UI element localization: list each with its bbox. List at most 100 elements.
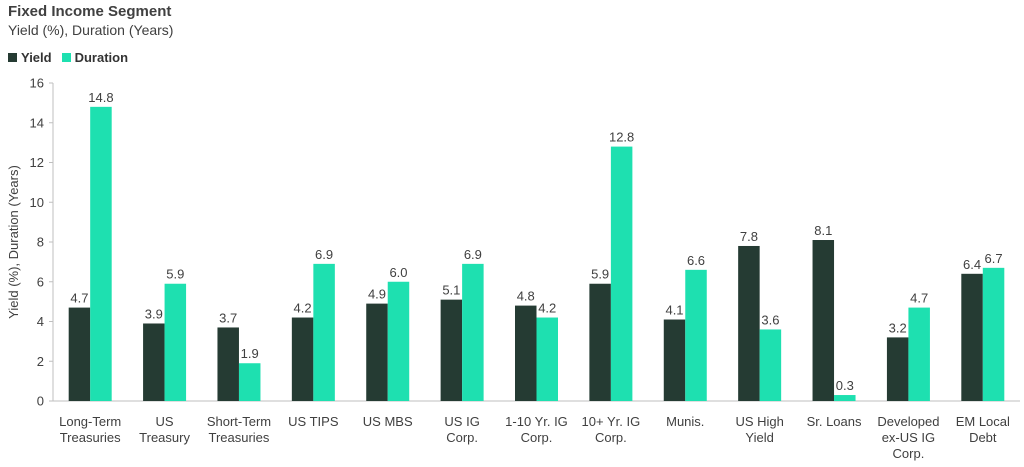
bar-duration [387,281,410,401]
x-tick-label: Long-Term Treasuries [59,414,121,445]
data-label-yield: 4.2 [294,301,312,316]
data-label-yield: 4.7 [70,291,88,306]
bar-yield [291,317,314,401]
x-tick-label: EM Local Debt [956,414,1010,445]
x-tick-label-line: Corp. [446,430,478,445]
data-label-yield: 6.4 [963,257,981,272]
data-label-yield: 3.7 [219,310,237,325]
data-label-duration: 0.3 [836,378,854,393]
y-tick-label: 8 [37,235,44,250]
bar-duration [685,269,707,401]
data-label-yield: 3.9 [145,306,163,321]
data-label-yield: 4.8 [517,289,535,304]
data-label-yield: 5.9 [591,267,609,282]
x-tick-label-line: Corp. [521,430,553,445]
chart-title: Fixed Income Segment [8,3,172,20]
data-label-yield: 3.2 [889,320,907,335]
x-tick-label: US Treasury [139,414,190,445]
data-label-yield: 4.9 [368,287,386,302]
data-label-duration: 14.8 [88,90,113,105]
x-tick-label: US TIPS [288,414,339,429]
x-tick-label: 10+ Yr. IG Corp. [582,414,641,445]
x-tick-label-line: US [156,414,174,429]
bar-yield [68,307,91,401]
data-label-yield: 8.1 [814,223,832,238]
data-label-duration: 6.6 [687,253,705,268]
data-label-duration: 6.0 [389,265,407,280]
legend: Yield Duration [8,50,138,65]
data-label-duration: 12.8 [609,130,634,145]
y-tick-label: 10 [30,195,44,210]
y-tick-label: 0 [37,394,44,409]
legend-label-duration: Duration [74,50,129,65]
bar-duration [238,363,261,401]
legend-label-yield: Yield [21,50,52,65]
x-tick-label: Sr. Loans [807,414,862,429]
x-tick-label: 1-10 Yr. IG Corp. [505,414,568,445]
y-axis-title: Yield (%), Duration (Years) [6,165,21,319]
legend-item-yield: Yield [8,50,52,65]
x-tick-label-line: Treasuries [208,430,269,445]
x-tick-label-line: EM Local [956,414,1010,429]
x-tick-label-line: US IG [444,414,479,429]
x-tick-label: US High Yield [735,414,783,445]
x-tick-label-line: 1-10 Yr. IG [505,414,568,429]
bar-duration [908,307,930,401]
x-tick-label-line: US TIPS [288,414,339,429]
bar-duration [536,317,558,401]
y-tick-label: 16 [30,76,44,91]
x-tick-label-line: US MBS [363,414,413,429]
x-tick-label-line: Debt [969,430,997,445]
data-label-duration: 6.9 [315,247,333,262]
legend-item-duration: Duration [61,50,129,65]
bar-duration [759,329,782,401]
data-label-duration: 4.2 [538,301,556,316]
bar-duration [834,395,856,401]
legend-swatch-duration [61,53,71,62]
x-tick-label-line: Short-Term [207,414,271,429]
data-label-duration: 1.9 [241,346,259,361]
legend-swatch-yield [8,53,17,62]
x-tick-label: US IG Corp. [444,414,479,445]
bar-yield [589,283,611,401]
chart-subtitle: Yield (%), Duration (Years) [8,22,174,38]
x-tick-label-line: Treasuries [60,430,121,445]
x-tick-label-line: Corp. [893,446,925,461]
bar-yield [886,337,909,401]
x-tick-label-line: US High [735,414,783,429]
bar-duration [982,267,1005,401]
x-tick-label-line: Treasury [139,430,190,445]
y-tick-label: 6 [37,274,44,289]
data-label-duration: 6.7 [985,251,1003,266]
data-label-duration: 6.9 [464,247,482,262]
data-label-duration: 4.7 [910,291,928,306]
bar-yield [663,319,686,401]
x-tick-label-line: Corp. [595,430,627,445]
bar-yield [143,323,165,401]
x-tick-label: Short-Term Treasuries [207,414,271,445]
data-label-duration: 5.9 [166,267,184,282]
bar-duration [610,146,633,401]
x-tick-label-line: Sr. Loans [807,414,862,429]
y-tick-label: 4 [37,314,44,329]
x-tick-label-line: Munis. [666,414,704,429]
bar-yield [812,240,835,401]
x-tick-label-line: Yield [745,430,773,445]
x-tick-label-line: Developed [877,414,939,429]
bar-yield [738,245,760,401]
bar-duration [90,106,112,401]
bar-yield [440,299,463,401]
x-tick-label: Developed ex-US IG Corp. [877,414,939,461]
bar-duration [313,263,335,401]
data-label-yield: 7.8 [740,229,758,244]
x-tick-label-line: ex-US IG [882,430,935,445]
x-tick-label: US MBS [363,414,413,429]
x-tick-label-line: 10+ Yr. IG [582,414,641,429]
data-label-yield: 4.1 [665,303,683,318]
y-tick-label: 14 [30,115,44,130]
bar-duration [164,283,187,401]
data-label-duration: 3.6 [761,312,779,327]
x-tick-label: Munis. [666,414,704,429]
bar-yield [217,327,239,401]
